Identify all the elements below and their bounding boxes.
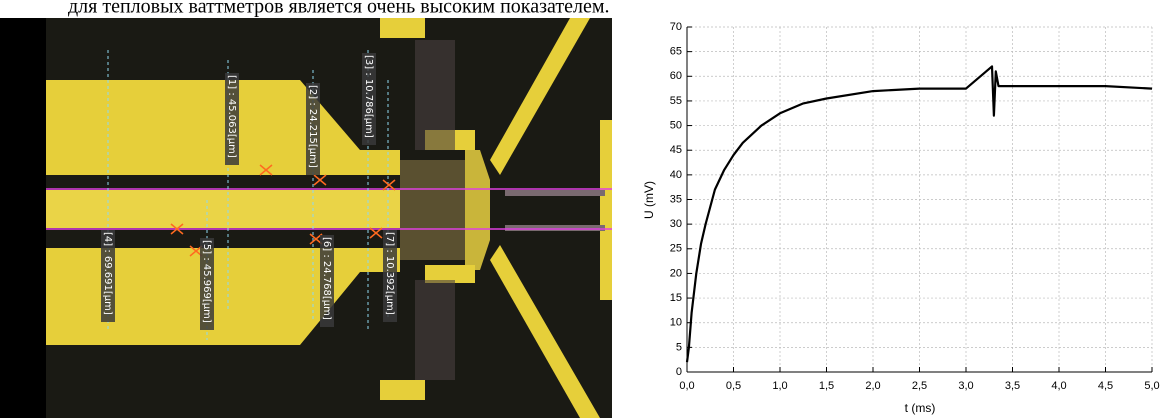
measurement-label: [2] : 24.215[μm] xyxy=(307,85,318,168)
x-tick-label: 3,0 xyxy=(958,380,973,392)
data-line xyxy=(687,66,1152,362)
y-tick-label: 55 xyxy=(670,95,682,107)
micrograph xyxy=(0,18,612,418)
y-axis-label: U (mV) xyxy=(642,181,656,219)
y-tick-label: 30 xyxy=(670,218,682,230)
text-line: для тепловых ваттметров является очень в… xyxy=(68,0,609,18)
x-tick-label: 3,5 xyxy=(1005,380,1020,392)
x-tick-label: 1,0 xyxy=(772,380,787,392)
x-tick-label: 0,0 xyxy=(679,380,694,392)
measurement-label: [3] : 10.786[μm] xyxy=(363,55,374,138)
x-tick-label: 4,0 xyxy=(1051,380,1066,392)
x-tick-label: 2,5 xyxy=(912,380,927,392)
x-axis-label: t (ms) xyxy=(905,401,936,415)
page: для тепловых ваттметров является очень в… xyxy=(0,0,1164,418)
y-tick-label: 20 xyxy=(670,267,682,279)
y-tick-label: 40 xyxy=(670,169,682,181)
measurement-label: [4] : 69.691[μm] xyxy=(102,232,113,315)
x-tick-label: 2,0 xyxy=(865,380,880,392)
measurement-label: [5] : 45.969[μm] xyxy=(201,240,212,323)
measurement-label: [1] : 45.063[μm] xyxy=(226,75,237,158)
y-tick-label: 50 xyxy=(670,119,682,131)
x-tick-label: 1,5 xyxy=(819,380,834,392)
measurement-label: [6] : 24.768[μm] xyxy=(321,237,332,320)
y-tick-label: 5 xyxy=(676,341,682,353)
y-tick-label: 15 xyxy=(670,292,682,304)
x-tick-label: 4,5 xyxy=(1098,380,1113,392)
x-tick-label: 0,5 xyxy=(726,380,741,392)
y-tick-label: 25 xyxy=(670,243,682,255)
y-tick-label: 45 xyxy=(670,144,682,156)
measurement-label: [7] : 10.392[μm] xyxy=(384,232,395,315)
y-tick-label: 70 xyxy=(670,21,682,33)
y-tick-label: 65 xyxy=(670,46,682,58)
y-tick-label: 35 xyxy=(670,193,682,205)
x-tick-label: 5,0 xyxy=(1144,380,1159,392)
y-tick-label: 60 xyxy=(670,70,682,82)
chart: U (mV) t (ms) 0 5 10 15 20 25 30 35 40 45 50 55 60 65… xyxy=(642,21,1159,415)
y-tick-label: 0 xyxy=(676,366,682,378)
y-tick-label: 10 xyxy=(670,317,682,329)
